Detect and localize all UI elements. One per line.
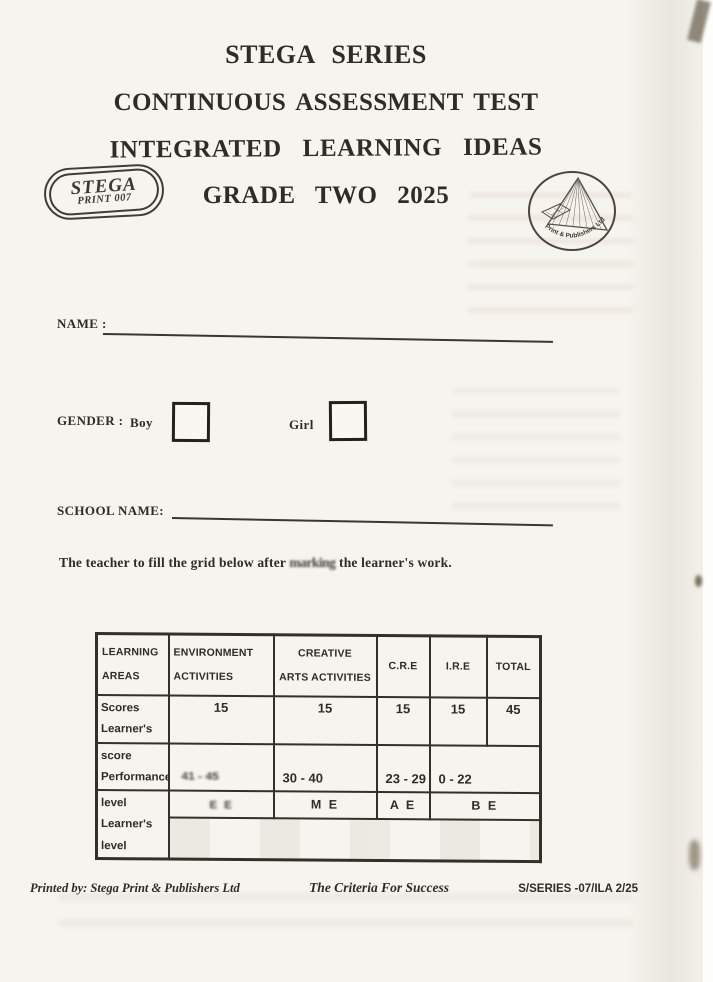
score-environment: 15: [168, 695, 274, 744]
row-label-learners-level: level Learner's level: [96, 789, 169, 860]
performance-level-be: B E: [429, 791, 541, 820]
scan-edge-strip: [703, 0, 713, 982]
motto-text: The Criteria For Success: [309, 880, 449, 895]
row-label-performance: score Performance: [96, 742, 169, 791]
score-ire: 15: [429, 696, 487, 746]
row-label-scores: Scores Learner's: [96, 694, 169, 744]
gender-label: GENDER :: [57, 413, 124, 428]
assessment-grid: LEARNING AREAS ENVIRONMENT ACTIVITIES CR…: [95, 632, 542, 864]
test-title: CONTINUOUS ASSESSMENT TEST: [113, 89, 539, 116]
school-name-label: SCHOOL NAME:: [57, 503, 165, 518]
instruction-smudged-word: marking: [289, 555, 336, 570]
boy-checkbox[interactable]: [171, 401, 211, 443]
name-label: NAME :: [57, 316, 107, 331]
scan-bleed-artifact: [58, 893, 633, 937]
performance-range-be: 0 - 22: [429, 744, 541, 793]
learner-level-entry-cell[interactable]: [168, 817, 541, 862]
col-header-cre: C.R.E: [376, 635, 430, 697]
performance-level-me: M E: [273, 790, 377, 819]
page-footer: Printed by: Stega Print & Publishers Ltd…: [30, 880, 638, 896]
performance-range-me: 30 - 40: [273, 743, 377, 792]
score-cre: 15: [376, 696, 430, 745]
performance-range-ae: 23 - 29: [376, 744, 430, 792]
performance-range-ee: 41 - 45: [172, 746, 270, 788]
assessment-table: LEARNING AREAS ENVIRONMENT ACTIVITIES CR…: [95, 632, 542, 864]
stamp-inner-border: STEGA PRINT 007: [47, 167, 161, 217]
instruction-post: the learner's work.: [339, 555, 452, 570]
col-header-total: TOTAL: [486, 636, 541, 698]
girl-checkbox[interactable]: [328, 400, 368, 442]
score-total: 45: [486, 697, 541, 746]
subject-title: INTEGRATED LEARNING IDEAS: [109, 133, 543, 164]
col-header-environment-activities: ENVIRONMENT ACTIVITIES: [168, 634, 274, 696]
girl-label: Girl: [289, 417, 314, 432]
scan-bleed-artifact: [452, 388, 620, 523]
series-title: STEGA SERIES: [225, 40, 427, 69]
performance-level-ee: E E: [172, 792, 270, 817]
scan-bleed-artifact: [468, 192, 633, 322]
stega-print-stamp: STEGA PRINT 007: [42, 162, 166, 222]
name-entry-line[interactable]: [102, 333, 553, 343]
printed-by-text: Printed by: Stega Print & Publishers Ltd: [30, 881, 240, 895]
grade-year-title: GRADE TWO 2025: [202, 182, 450, 209]
boy-label: Boy: [130, 415, 153, 430]
title-block: STEGA SERIES CONTINUOUS ASSESSMENT TEST …: [26, 40, 626, 210]
publisher-logo: Print & Publishers Ltd: [526, 170, 618, 259]
col-header-ire: I.R.E: [429, 635, 487, 698]
col-header-learning-areas: LEARNING AREAS: [96, 633, 169, 696]
performance-level-ae: A E: [376, 791, 430, 820]
series-code-text: S/SERIES -07/ILA 2/25: [518, 883, 638, 895]
stamp-sub-text: PRINT 007: [77, 192, 133, 207]
instruction-pre: The teacher to fill the grid below after: [59, 555, 286, 570]
teacher-instruction: The teacher to fill the grid below after…: [59, 555, 529, 571]
pyramid-logo-icon: Print & Publishers Ltd: [528, 171, 616, 251]
col-header-creative-arts: CREATIVE ARTS ACTIVITIES: [273, 634, 377, 697]
score-creative: 15: [273, 695, 377, 745]
scan-speck: [689, 840, 700, 870]
scan-speck: [695, 575, 702, 587]
